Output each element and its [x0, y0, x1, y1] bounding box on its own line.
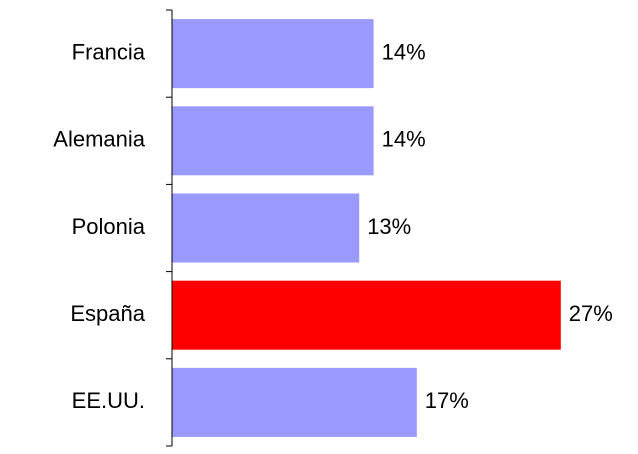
bar	[172, 106, 374, 176]
y-tick-label: Polonia	[72, 214, 146, 239]
bar	[172, 280, 561, 350]
y-tick-label: Francia	[72, 39, 146, 64]
bar	[172, 367, 417, 437]
data-label: 17%	[425, 388, 469, 413]
bar	[172, 19, 374, 89]
data-label: 13%	[367, 214, 411, 239]
y-tick-label: Alemania	[53, 127, 145, 152]
y-tick-label: EE.UU.	[72, 388, 145, 413]
y-tick-label: España	[70, 301, 145, 326]
data-label: 14%	[382, 39, 426, 64]
data-label: 14%	[382, 127, 426, 152]
data-label: 27%	[569, 301, 613, 326]
bar	[172, 193, 360, 263]
